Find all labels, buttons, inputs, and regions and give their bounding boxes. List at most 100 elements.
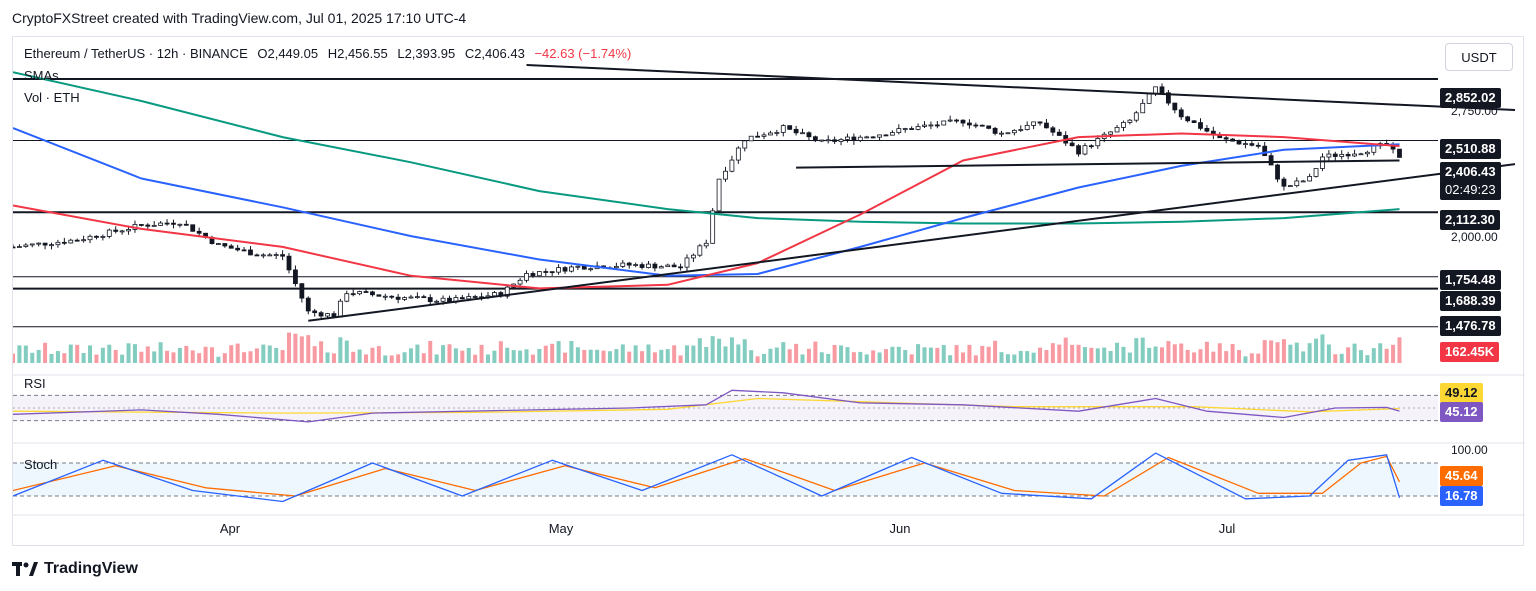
candle-body [620,262,626,267]
volume-bar [1153,346,1158,363]
volume-bar [627,351,632,363]
volume-bar [806,348,811,363]
candle-body [94,235,99,238]
candle-body [1069,142,1075,147]
candle-body [973,124,979,127]
candle-body [857,136,863,141]
rsi-badge: 45.12 [1440,402,1483,422]
volume-bar [1346,347,1351,363]
candle-body [1127,119,1133,123]
volume-bar [1038,347,1043,363]
volume-bar [954,345,959,363]
volume-bar [794,343,799,363]
volume-bar [646,344,651,363]
volume-bar [678,355,683,363]
candle-body [158,222,164,226]
volume-bar [190,350,195,363]
volume-bar [389,355,394,363]
candle-body [74,239,80,242]
candle-body [222,243,228,247]
volume-bar [826,353,831,363]
volume-bar [1217,343,1222,363]
rsi-legend[interactable]: RSI [24,376,46,391]
candle-body [344,293,350,302]
volume-bar [1185,349,1190,363]
candle-body [1140,102,1146,114]
chart-canvas[interactable] [13,37,1525,547]
volume-bar [890,346,895,363]
stoch-legend[interactable]: Stoch [24,457,58,472]
rsi-line [13,389,1400,423]
candle-body [504,286,510,297]
candle-body [954,119,959,122]
volume-bar [1095,348,1100,363]
candle-body [986,125,992,129]
volume-bar [710,336,715,363]
volume-bar [1089,347,1094,363]
volume-bar [595,349,600,363]
volume-bar [325,352,330,363]
candle-body [1005,132,1011,135]
volume-bar [575,347,580,363]
candle-body [376,294,382,297]
volume-bar [1050,343,1055,363]
candle-body [761,134,767,137]
tradingview-logo[interactable]: TradingView [12,560,138,578]
candle-body [1326,153,1332,158]
volume-bar [916,344,921,363]
candle-body [1056,131,1062,136]
candle-body [947,119,953,122]
volume-bar [139,351,144,363]
volume-bar [222,353,227,363]
volume-bar [30,352,35,363]
currency-button[interactable]: USDT [1445,43,1513,71]
volume-bar [672,345,677,363]
candle-body [735,147,741,161]
volume-bar [1159,347,1164,363]
chart-frame[interactable] [12,36,1525,547]
candle-body [414,296,420,299]
volume-bar [441,345,446,363]
volume-bar [254,348,259,363]
volume-bar [1262,340,1267,363]
trendline-2 [796,159,1400,169]
candle-body [299,283,305,299]
candle-body [633,264,639,266]
candle-body [337,300,343,318]
volume-bar [1115,342,1120,363]
sma-legend[interactable]: SMAs [24,68,59,83]
volume-bar [460,350,465,363]
volume-bar [434,354,439,363]
candle-body [896,128,902,133]
candle-body [569,266,574,272]
volume-bar [1256,353,1261,363]
volume-bar [1326,344,1331,363]
level-badge-1688: 1,688.39 [1440,291,1501,311]
candle-body [280,254,285,257]
candle-body [1287,185,1293,188]
volume-bar [1333,354,1338,363]
candle-body [915,126,921,130]
candle-body [1133,112,1139,121]
time-label-jul: Jul [1218,521,1236,536]
candle-body [768,132,773,136]
candle-body [119,230,125,233]
candle-body [800,132,805,135]
volume-bar [935,347,940,363]
volume-legend[interactable]: Vol · ETH [24,90,80,105]
candle-body [363,291,369,293]
volume-bar [620,344,625,363]
candle-body [1076,145,1081,155]
candle-body [646,263,651,268]
volume-bar [447,344,452,363]
candle-body [350,293,356,296]
candle-body [29,243,35,246]
volume-bar [505,347,510,363]
candle-body [1255,144,1261,147]
candle-body [780,125,786,133]
symbol-name[interactable]: Ethereum / TetherUS · 12h · BINANCE [24,46,248,61]
candle-body [1159,86,1165,94]
candle-body [61,241,67,244]
volume-bar [370,347,375,363]
volume-bar [896,346,901,363]
